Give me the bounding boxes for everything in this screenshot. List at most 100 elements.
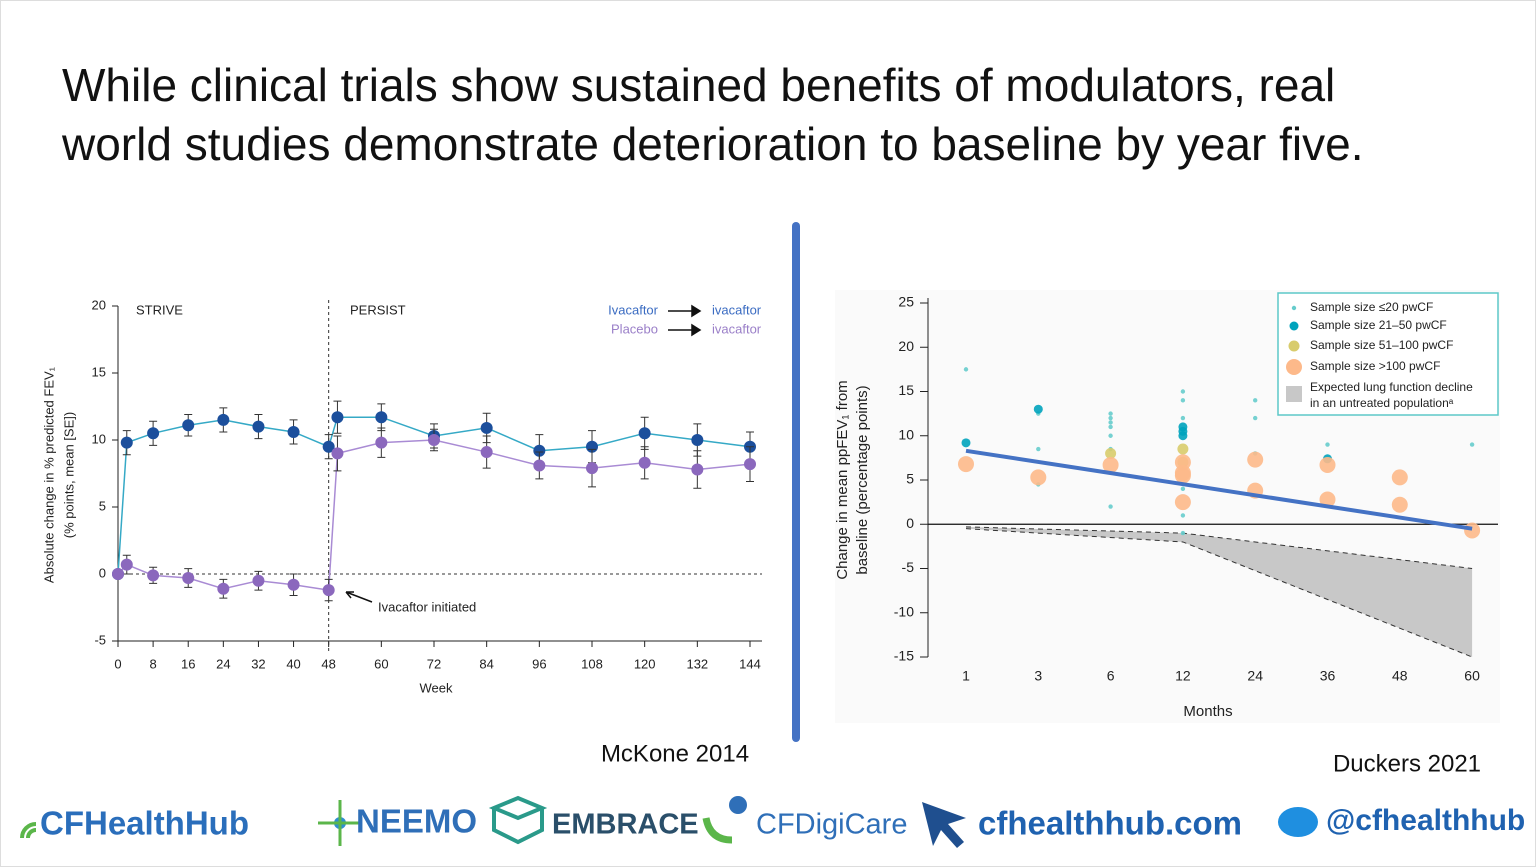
x-axis-label: Week	[420, 680, 453, 695]
annotation: Ivacaftor initiated	[378, 599, 476, 614]
data-point	[961, 438, 971, 448]
y-tick-label: 10	[92, 431, 106, 446]
y-tick-label: -15	[894, 648, 914, 664]
data-point	[638, 427, 651, 440]
logo-text: CFHealthHub	[40, 805, 249, 842]
data-point	[1177, 443, 1189, 455]
data-point	[375, 436, 388, 449]
x-tick-label: 0	[114, 656, 121, 671]
data-point	[1108, 420, 1113, 425]
legend-swatch	[1288, 340, 1300, 352]
annotation-arrow	[345, 591, 373, 603]
logo-icon	[702, 817, 733, 844]
x-tick-label: 36	[1320, 668, 1336, 684]
data-point	[1391, 469, 1408, 486]
legend-swatch	[1289, 321, 1299, 331]
x-tick-label: 32	[251, 656, 265, 671]
legend-arrow	[668, 323, 702, 337]
x-tick-label: 6	[1107, 668, 1115, 684]
x-tick-label: 48	[1392, 668, 1408, 684]
data-point	[963, 367, 969, 372]
data-point	[287, 578, 300, 591]
data-point	[1102, 456, 1119, 473]
legend-swatch	[1286, 359, 1302, 375]
data-point	[1108, 411, 1113, 416]
data-point	[1180, 513, 1186, 518]
data-point	[182, 572, 195, 585]
y-tick-label: -5	[94, 632, 106, 647]
logo-text: CFDigiCare	[756, 809, 907, 841]
data-point	[691, 463, 704, 476]
data-point	[533, 444, 546, 457]
footer: CFHealthHub NEEMO EMBRACE CFDigiCare cfh…	[20, 795, 1525, 848]
x-tick-label: 96	[532, 656, 546, 671]
y-axis-label: Absolute change in % predicted FEV₁	[41, 366, 56, 583]
y-tick-label: 0	[906, 515, 914, 531]
legend-label: Sample size 51–100 pwCF	[1310, 338, 1453, 352]
data-point	[1464, 522, 1481, 539]
data-point	[120, 436, 133, 449]
data-point	[533, 459, 546, 472]
y-axis-label: Change in mean ppFEV₁ from	[834, 380, 851, 579]
data-point	[112, 568, 124, 580]
x-tick-label: 144	[739, 656, 761, 671]
data-point	[1325, 442, 1330, 447]
y-tick-label: 25	[898, 294, 914, 310]
logo-icon	[922, 802, 966, 848]
data-point	[744, 458, 756, 471]
y-tick-label: 5	[99, 498, 106, 513]
x-tick-label: 1	[962, 668, 970, 684]
data-point	[147, 569, 160, 582]
x-tick-label: 24	[1247, 668, 1263, 684]
data-point	[252, 420, 265, 433]
legend-label: in an untreated populationᵃ	[1310, 396, 1454, 410]
data-point	[252, 574, 265, 587]
caption: McKone 2014	[601, 740, 749, 767]
y-tick-label: 15	[92, 364, 106, 379]
y-tick-label: 5	[906, 471, 914, 487]
x-tick-label: 24	[216, 656, 230, 671]
data-point	[958, 456, 974, 473]
y-axis-label: baseline (percentage points)	[854, 385, 871, 574]
logo-icon	[1278, 807, 1318, 837]
data-point	[322, 440, 335, 453]
data-point	[1247, 451, 1264, 468]
divider	[792, 222, 800, 742]
y-tick-label: -10	[894, 603, 914, 619]
legend-label: Sample size 21–50 pwCF	[1310, 318, 1447, 332]
trend-line	[965, 448, 1473, 531]
y-tick-label: 0	[99, 565, 106, 580]
data-point	[1469, 442, 1475, 447]
data-point	[1174, 467, 1191, 484]
slide-title: While clinical trials show sustained ben…	[62, 59, 1335, 111]
area	[966, 526, 1473, 657]
x-tick-label: 132	[686, 656, 708, 671]
x-tick-label: 60	[374, 656, 388, 671]
data-point	[1174, 494, 1191, 511]
legend-label: Sample size ≤20 pwCF	[1310, 300, 1433, 314]
data-point	[1319, 456, 1336, 473]
data-point	[182, 419, 195, 432]
data-point	[1319, 491, 1336, 508]
x-tick-label: 12	[1175, 668, 1191, 684]
x-tick-label: 108	[581, 656, 603, 671]
legend-swatch	[1291, 305, 1297, 311]
data-point	[480, 421, 493, 434]
logo-icon	[20, 822, 37, 839]
y-tick-label: -5	[902, 559, 915, 575]
x-tick-label: 16	[181, 656, 195, 671]
annotation: PERSIST	[350, 302, 406, 317]
data-point	[1180, 415, 1186, 421]
data-point	[147, 427, 160, 440]
data-point	[287, 425, 300, 438]
legend-box	[1277, 292, 1499, 416]
data-point	[322, 584, 335, 597]
x-tick-label: 48	[321, 656, 335, 671]
legend-arrow	[668, 304, 702, 318]
logo-icon	[488, 795, 548, 845]
logo-icon	[729, 796, 747, 814]
x-tick-label: 60	[1464, 668, 1480, 684]
data-point	[1108, 415, 1113, 421]
slide-title: world studies demonstrate deterioration …	[61, 118, 1363, 170]
